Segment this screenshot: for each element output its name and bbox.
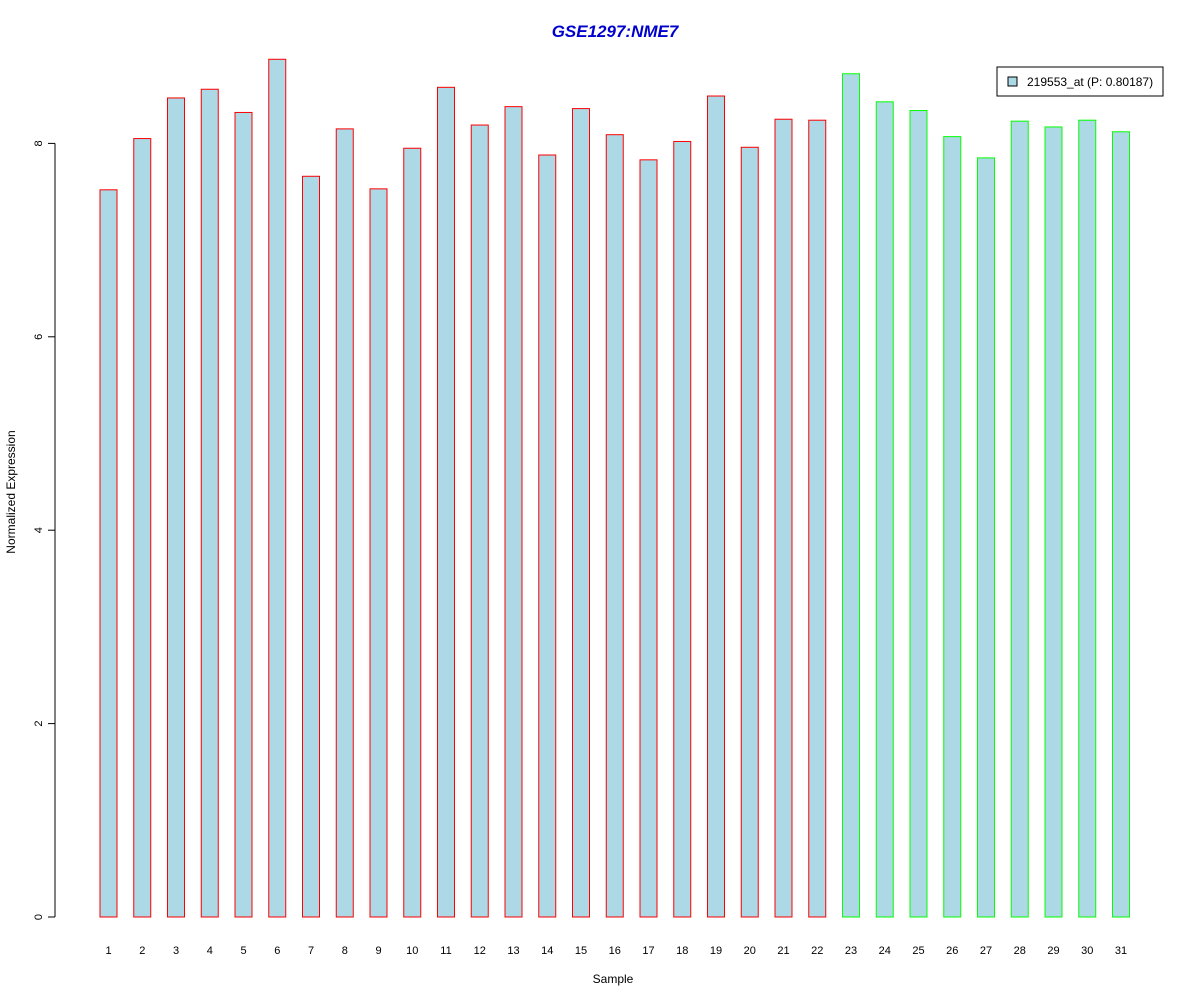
x-tick-label: 1 bbox=[105, 945, 111, 957]
bar-sample-25 bbox=[909, 110, 928, 918]
x-tick-label: 23 bbox=[845, 945, 857, 957]
y-tick-label: 2 bbox=[33, 721, 45, 727]
x-tick-label: 12 bbox=[474, 945, 486, 957]
bar-sample-11 bbox=[437, 86, 455, 918]
x-tick-label: 29 bbox=[1047, 945, 1059, 957]
bar-sample-27 bbox=[977, 157, 995, 918]
x-axis-label: Sample bbox=[593, 972, 634, 986]
x-tick-label: 10 bbox=[406, 945, 418, 957]
bar-sample-26 bbox=[943, 136, 962, 918]
x-tick-labels: 1 2 3 4 5 6 7 8 9 10 11 12 13 14 15 16 17 18 19 20 21 22 23 24 2… bbox=[105, 945, 1127, 957]
bar-sample-24 bbox=[875, 101, 894, 918]
y-axis-label: Normalized Expression bbox=[4, 430, 18, 553]
y-tick-label: 8 bbox=[33, 140, 45, 146]
x-tick-label: 2 bbox=[139, 945, 145, 957]
bar-sample-16 bbox=[605, 134, 624, 918]
bar-sample-28 bbox=[1010, 120, 1029, 918]
bar-sample-7 bbox=[302, 175, 320, 918]
y-tick-label: 6 bbox=[33, 334, 45, 340]
x-tick-label: 4 bbox=[207, 945, 213, 957]
x-tick-label: 9 bbox=[375, 945, 381, 957]
y-axis: 0 2 4 6 8 bbox=[33, 140, 56, 920]
y-tick-label: 4 bbox=[33, 527, 45, 533]
x-tick-label: 18 bbox=[676, 945, 688, 957]
x-tick-label: 19 bbox=[710, 945, 722, 957]
bar-sample-17 bbox=[639, 159, 658, 918]
bar-sample-19 bbox=[707, 95, 725, 918]
legend-box bbox=[996, 66, 1164, 97]
x-tick-label: 17 bbox=[642, 945, 654, 957]
x-tick-label: 13 bbox=[507, 945, 519, 957]
bar-sample-3 bbox=[167, 97, 185, 918]
x-tick-label: 5 bbox=[240, 945, 246, 957]
x-tick-label: 15 bbox=[575, 945, 587, 957]
bar-sample-22 bbox=[808, 119, 827, 918]
bar-sample-6 bbox=[268, 58, 287, 918]
x-tick-label: 16 bbox=[609, 945, 621, 957]
x-tick-label: 21 bbox=[777, 945, 789, 957]
chart-title: GSE1297:NME7 bbox=[552, 22, 680, 41]
x-tick-label: 25 bbox=[912, 945, 924, 957]
bar-sample-1 bbox=[99, 189, 118, 918]
x-tick-label: 20 bbox=[744, 945, 756, 957]
bar-sample-8 bbox=[335, 128, 354, 918]
x-tick-label: 6 bbox=[274, 945, 280, 957]
bar-sample-23 bbox=[842, 73, 860, 918]
bar-sample-14 bbox=[538, 154, 557, 918]
x-tick-label: 27 bbox=[980, 945, 992, 957]
bar-sample-15 bbox=[572, 108, 590, 918]
bar-sample-2 bbox=[133, 138, 152, 918]
bar-sample-29 bbox=[1044, 126, 1063, 918]
x-tick-label: 22 bbox=[811, 945, 823, 957]
x-tick-label: 28 bbox=[1014, 945, 1026, 957]
bar-sample-18 bbox=[673, 140, 692, 918]
legend: 219553_at (P: 0.80187) bbox=[996, 66, 1164, 97]
bar-sample-31 bbox=[1112, 131, 1130, 918]
bar-sample-20 bbox=[740, 146, 759, 918]
x-tick-label: 14 bbox=[541, 945, 553, 957]
x-tick-label: 24 bbox=[879, 945, 891, 957]
y-tick-label: 0 bbox=[33, 914, 45, 920]
x-tick-label: 8 bbox=[342, 945, 348, 957]
bar-sample-5 bbox=[234, 111, 253, 918]
x-tick-label: 3 bbox=[173, 945, 179, 957]
legend-swatch bbox=[1007, 76, 1018, 87]
x-tick-label: 11 bbox=[440, 945, 451, 957]
x-tick-label: 7 bbox=[308, 945, 314, 957]
x-tick-label: 31 bbox=[1115, 945, 1127, 957]
bar-sample-21 bbox=[774, 118, 793, 918]
x-tick-label: 30 bbox=[1081, 945, 1093, 957]
bars-group bbox=[99, 58, 1130, 918]
legend-label: 219553_at (P: 0.80187) bbox=[1027, 75, 1153, 89]
bar-sample-12 bbox=[470, 124, 489, 918]
bar-sample-9 bbox=[369, 188, 388, 918]
bar-sample-30 bbox=[1078, 119, 1097, 918]
bar-sample-4 bbox=[200, 88, 219, 918]
bar-sample-13 bbox=[504, 106, 523, 918]
bar-sample-10 bbox=[403, 147, 422, 918]
x-tick-label: 26 bbox=[946, 945, 958, 957]
